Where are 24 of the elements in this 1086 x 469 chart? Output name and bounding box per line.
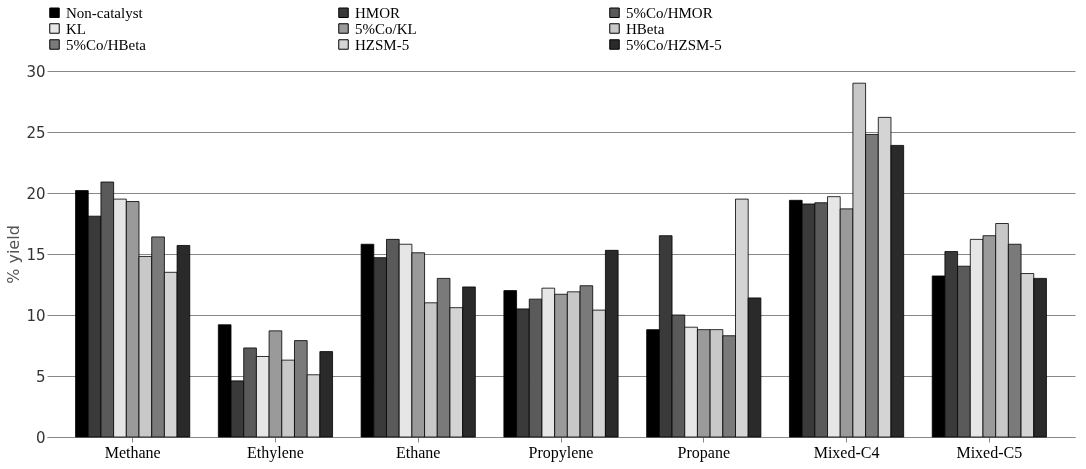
legend-label: HZSM-5: [355, 36, 410, 53]
legend-label: KL: [66, 20, 86, 37]
x-tick-label: Propane: [677, 443, 730, 462]
x-tick-label: Ethane: [396, 443, 441, 461]
y-tick-label: 25: [26, 123, 46, 142]
y-tick-label: 20: [26, 184, 46, 203]
x-tick-label: Methane: [104, 443, 161, 461]
x-tick-label: Propylene: [528, 443, 594, 462]
y-tick-label: 10: [26, 306, 46, 325]
legend-label: Non-catalyst: [66, 4, 144, 21]
legend-label: HBeta: [626, 20, 665, 37]
y-tick-label: 5: [35, 367, 46, 386]
x-tick-label: Ethylene: [247, 443, 304, 462]
legend-label: 5%Co/HMOR: [626, 4, 713, 21]
legend-label: 5%Co/KL: [355, 20, 417, 37]
x-tick-label: Mixed-C4: [813, 443, 880, 461]
legend-label: HMOR: [355, 4, 401, 21]
legend-label: 5%Co/HBeta: [66, 36, 147, 53]
y-tick-label: 30: [26, 62, 46, 81]
x-tick-label: Mixed-C5: [956, 443, 1023, 461]
y-tick-label: 15: [26, 245, 46, 264]
legend-label: 5%Co/HZSM-5: [626, 36, 722, 53]
y-axis-title: % yield: [4, 225, 24, 284]
y-tick-label: 0: [35, 428, 46, 447]
